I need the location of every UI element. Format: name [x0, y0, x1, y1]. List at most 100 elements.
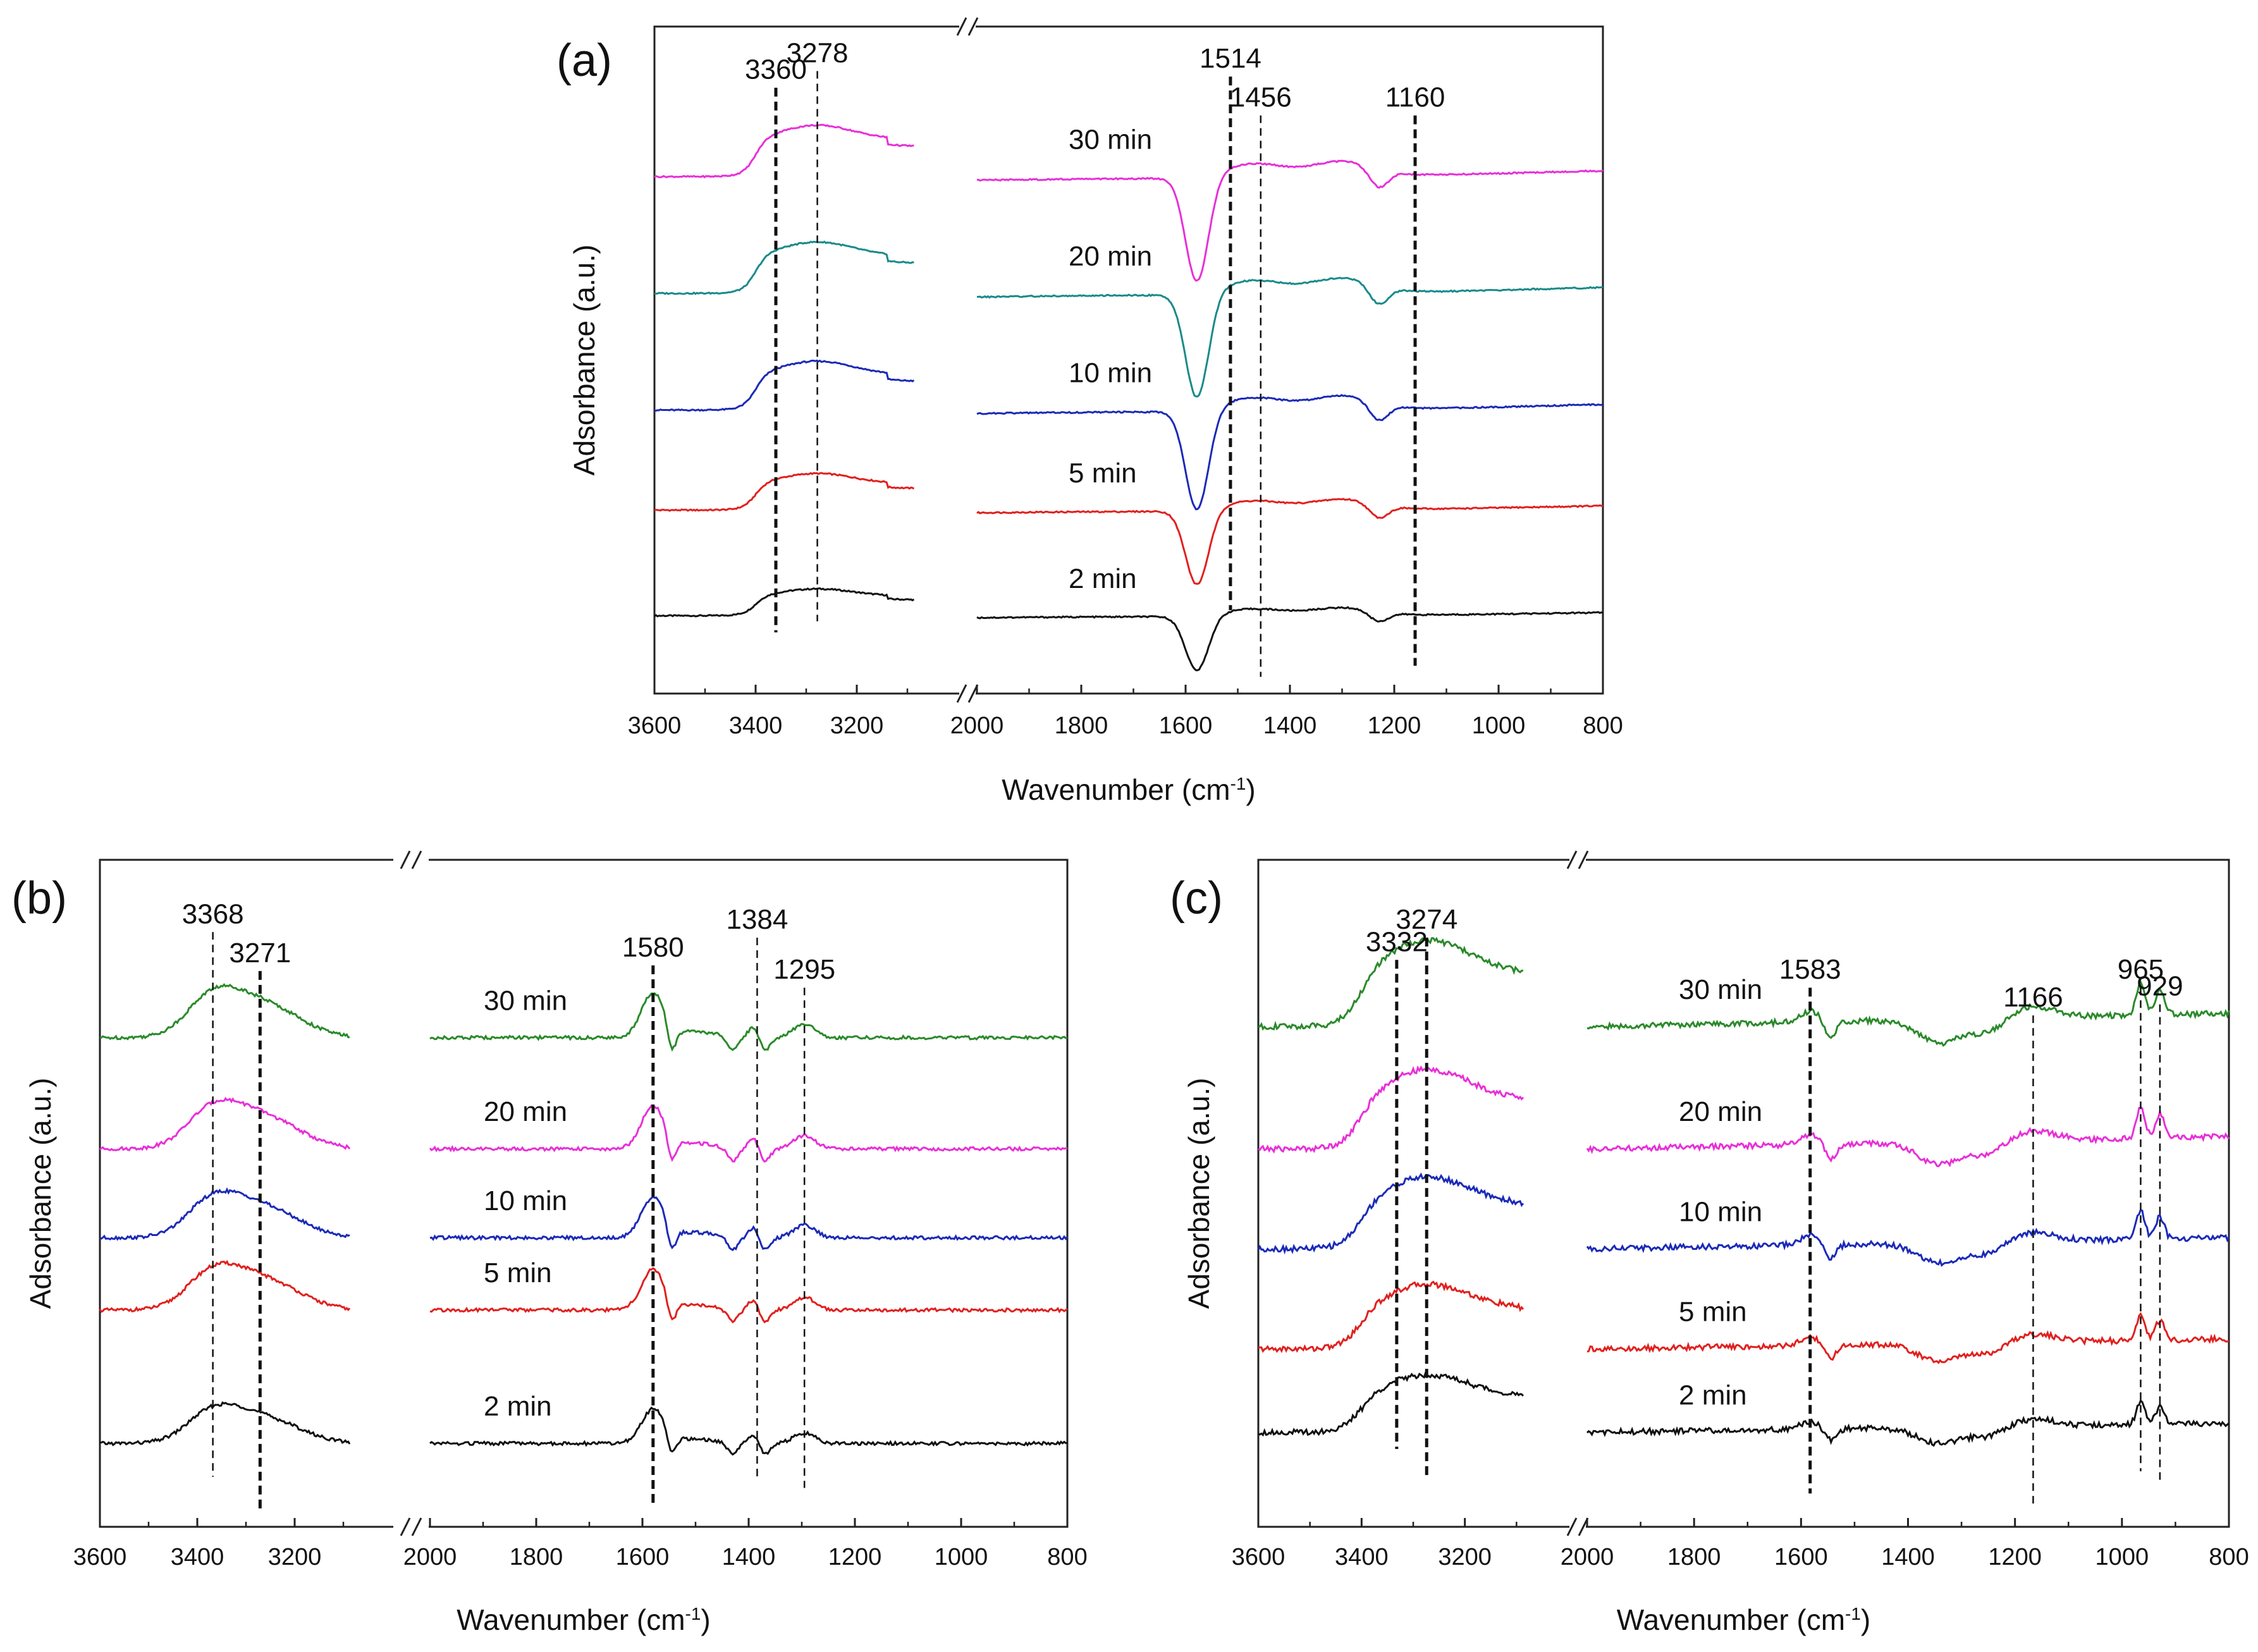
- x-tick-label: 3600: [628, 713, 682, 739]
- x-tick-label: 1000: [2095, 1544, 2149, 1570]
- series-line-5-min: [1586, 1312, 2230, 1364]
- y-axis-label: Adsorbance (a.u.): [24, 1078, 57, 1309]
- axis-break-mark: [1566, 850, 1578, 869]
- x-axis-label: Wavenumber (cm-1): [1002, 773, 1256, 806]
- plot-frame: [653, 25, 1604, 695]
- peak-label: 3271: [229, 938, 291, 969]
- peak-label: 965: [2118, 954, 2164, 985]
- axis-break-mark: [411, 850, 422, 869]
- series-line-2-min: [976, 606, 1604, 671]
- axis-break-mark: [411, 1517, 422, 1536]
- series-line-2-min: [1586, 1398, 2230, 1447]
- x-tick-label: 1600: [1159, 713, 1213, 739]
- x-tick-label: 3200: [830, 713, 884, 739]
- series-line-20-min: [1586, 1106, 2230, 1168]
- peak-label: 3360: [745, 54, 807, 85]
- peak-label: 1160: [1385, 82, 1445, 113]
- x-tick-label: 1000: [935, 1544, 988, 1570]
- x-tick-label: 3400: [729, 713, 783, 739]
- series-line-2-min: [654, 587, 915, 618]
- series-label: 30 min: [1679, 974, 1762, 1005]
- series-line-2-min: [99, 1401, 351, 1447]
- series-line-5-min: [654, 472, 915, 512]
- peak-label: 1384: [726, 904, 788, 935]
- series-label: 2 min: [1069, 563, 1137, 594]
- series-label: 30 min: [484, 985, 567, 1016]
- axis-break-gap: [1569, 857, 1586, 862]
- x-tick-label: 1200: [828, 1544, 882, 1570]
- peak-label: 3278: [787, 37, 849, 68]
- x-tick-label: 3400: [1335, 1544, 1389, 1570]
- peak-label: 1456: [1230, 82, 1292, 113]
- axis-break-gap: [959, 691, 976, 696]
- series-line-10-min: [1257, 1172, 1525, 1255]
- series-label: 2 min: [1679, 1380, 1747, 1411]
- axis-break-gap: [393, 857, 429, 862]
- series-line-10-min: [429, 1195, 1069, 1252]
- series-line-5-min: [976, 498, 1604, 585]
- x-tick-label: 1800: [510, 1544, 563, 1570]
- series-line-20-min: [1258, 1065, 1525, 1154]
- panel-label: (c): [1170, 873, 1223, 924]
- x-axis-label: Wavenumber (cm-1): [457, 1603, 711, 1636]
- panel-label: (b): [11, 873, 67, 924]
- peak-label: 3332: [1366, 926, 1428, 957]
- axis-break-mark: [400, 850, 411, 869]
- axis-break-gap: [1569, 1524, 1586, 1529]
- series-line-2-min: [1258, 1369, 1524, 1437]
- series-line-20-min: [976, 276, 1604, 398]
- series-line-2-min: [429, 1406, 1068, 1456]
- plot-frame: [99, 859, 1069, 1528]
- series-line-30-min: [100, 982, 350, 1041]
- panel-label: (a): [556, 35, 612, 86]
- axis-break-mark: [400, 1517, 411, 1536]
- series-line-30-min: [654, 123, 914, 179]
- series-line-5-min: [429, 1267, 1068, 1324]
- series-line-10-min: [654, 359, 915, 412]
- series-label: 5 min: [1679, 1297, 1747, 1328]
- x-tick-label: 3600: [1232, 1544, 1285, 1570]
- series-line-30-min: [429, 992, 1068, 1052]
- series-label: 10 min: [1679, 1196, 1762, 1227]
- axis-break-mark: [956, 17, 967, 36]
- series-line-20-min: [99, 1096, 351, 1152]
- peak-label: 3274: [1396, 904, 1457, 935]
- series-label: 20 min: [484, 1096, 567, 1127]
- series-line-20-min: [654, 240, 914, 295]
- x-tick-label: 1400: [722, 1544, 776, 1570]
- series-line-30-min: [1258, 936, 1524, 1031]
- x-tick-label: 1000: [1472, 713, 1526, 739]
- x-tick-label: 1600: [1774, 1544, 1828, 1570]
- chart-panel-a: 3600 3400 3200 2000 1800 1600 1400 1200 1000 800 W…: [556, 17, 1623, 806]
- series-line-5-min: [1258, 1280, 1525, 1354]
- axis-break-gap: [959, 24, 976, 29]
- peak-label: 1295: [773, 954, 835, 985]
- x-tick-label: 2000: [403, 1544, 457, 1570]
- x-tick-label: 3600: [73, 1544, 127, 1570]
- series-line-20-min: [429, 1104, 1068, 1163]
- x-tick-label: 800: [1583, 713, 1623, 739]
- x-tick-label: 1800: [1667, 1544, 1721, 1570]
- peak-label: 1166: [2003, 982, 2063, 1013]
- plot-frame: [1257, 859, 2230, 1528]
- x-tick-label: 1800: [1055, 713, 1108, 739]
- x-tick-label: 2000: [950, 713, 1004, 739]
- peak-label: 3368: [182, 898, 244, 929]
- x-axis-label: Wavenumber (cm-1): [1617, 1603, 1871, 1636]
- series-label: 2 min: [484, 1391, 552, 1422]
- y-axis-label: Adsorbance (a.u.): [568, 245, 601, 476]
- series-line-30-min: [1586, 979, 2230, 1047]
- series-label: 5 min: [1069, 458, 1137, 489]
- series-label: 30 min: [1069, 124, 1152, 155]
- series-label: 10 min: [1069, 358, 1152, 389]
- y-axis-label: Adsorbance (a.u.): [1182, 1078, 1215, 1309]
- series-line-30-min: [976, 159, 1604, 282]
- x-tick-label: 1200: [1988, 1544, 2042, 1570]
- chart-panel-c: 3600 3400 3200 2000 1800 1600 1400 1200 1000 800 W…: [1170, 850, 2249, 1636]
- x-tick-label: 2000: [1561, 1544, 1614, 1570]
- series-label: 10 min: [484, 1185, 567, 1216]
- series-line-10-min: [1586, 1208, 2230, 1267]
- peak-label: 1514: [1200, 43, 1261, 74]
